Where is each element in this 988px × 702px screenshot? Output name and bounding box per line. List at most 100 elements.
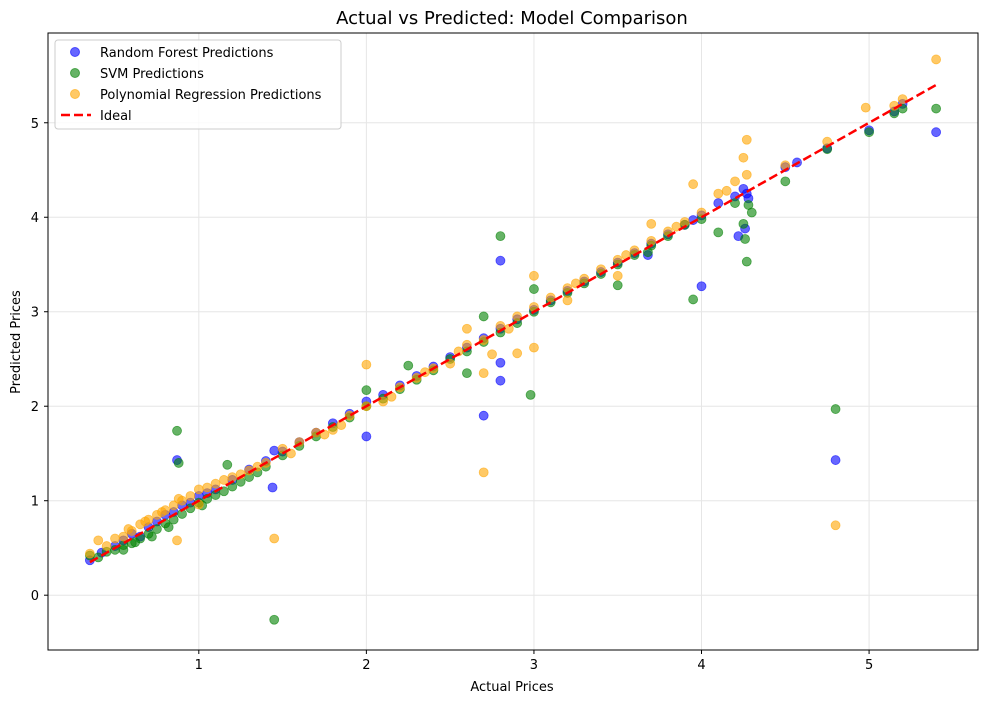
data-point <box>478 410 489 421</box>
y-tick-label: 1 <box>31 495 39 510</box>
data-point <box>721 185 732 196</box>
chart-title: Actual vs Predicted: Model Comparison <box>336 8 688 29</box>
data-point <box>403 360 414 371</box>
x-tick-label: 1 <box>195 658 203 673</box>
data-point <box>495 231 506 242</box>
data-point <box>118 544 129 555</box>
data-point <box>579 273 590 284</box>
data-point <box>118 531 129 542</box>
plot-background <box>48 33 978 650</box>
data-point <box>168 500 179 511</box>
data-point <box>830 455 841 465</box>
data-point <box>93 535 104 546</box>
data-point <box>730 198 740 208</box>
data-point <box>931 54 942 65</box>
data-point <box>646 235 657 246</box>
data-point <box>172 425 182 436</box>
legend-label: Ideal <box>100 109 132 124</box>
data-point <box>172 535 182 546</box>
data-point <box>713 227 724 238</box>
data-point <box>361 385 372 396</box>
x-tick-label: 5 <box>865 658 873 673</box>
data-point <box>140 516 151 527</box>
legend-label: SVM Predictions <box>100 67 204 82</box>
data-point <box>157 507 167 517</box>
data-point <box>361 359 372 370</box>
data-point <box>746 207 757 218</box>
x-tick-label: 2 <box>362 658 370 673</box>
data-point <box>525 389 536 400</box>
data-point <box>562 295 573 306</box>
data-point <box>336 420 347 431</box>
data-point <box>545 292 556 303</box>
data-point <box>495 375 506 386</box>
data-point <box>730 176 740 187</box>
x-tick-label: 4 <box>697 658 705 673</box>
data-point <box>173 493 184 504</box>
data-point <box>210 478 221 489</box>
data-point <box>529 342 539 353</box>
data-point <box>860 102 871 113</box>
data-point <box>101 541 112 551</box>
legend: Random Forest Predictions SVM Predictions… <box>54 39 342 130</box>
data-point <box>453 346 464 357</box>
data-point <box>738 152 749 163</box>
y-tick-label: 2 <box>31 400 39 415</box>
legend-label: Polynomial Regression Predictions <box>100 88 322 103</box>
data-point <box>738 183 749 194</box>
data-point <box>741 134 752 145</box>
legend-marker <box>70 68 80 78</box>
data-point <box>688 179 699 190</box>
y-tick-label: 4 <box>31 211 39 226</box>
data-point <box>741 256 752 267</box>
data-point <box>163 522 174 533</box>
data-point <box>361 431 372 442</box>
data-point <box>269 614 280 625</box>
data-point <box>84 548 95 559</box>
data-point <box>495 255 506 266</box>
x-axis-label: Actual Prices <box>470 680 554 695</box>
x-tick-label: 3 <box>530 658 538 673</box>
data-point <box>202 482 213 493</box>
data-point <box>512 311 523 322</box>
data-point <box>864 127 874 138</box>
data-point <box>612 280 623 291</box>
data-point <box>679 217 690 227</box>
data-point <box>193 484 204 495</box>
data-point <box>487 349 497 360</box>
legend-marker <box>70 47 80 57</box>
data-point <box>612 270 623 281</box>
legend-label: Random Forest Predictions <box>100 46 274 61</box>
data-point <box>529 284 539 294</box>
data-point <box>110 533 120 544</box>
data-point <box>646 218 657 229</box>
y-axis-label: Predicted Prices <box>9 290 24 394</box>
ideal-line <box>89 83 937 564</box>
data-point <box>740 234 750 244</box>
data-point <box>130 537 141 548</box>
y-tick-label: 0 <box>31 589 39 604</box>
data-point <box>269 445 280 456</box>
plot-frame <box>47 32 979 651</box>
data-point <box>696 281 707 292</box>
data-point <box>713 198 724 208</box>
data-point <box>529 270 539 281</box>
data-point <box>931 127 942 138</box>
legend-marker <box>70 89 80 99</box>
data-point <box>713 188 724 199</box>
data-point <box>478 311 489 322</box>
data-point <box>185 491 196 501</box>
data-point <box>462 368 472 379</box>
data-point <box>931 103 942 114</box>
data-point <box>741 169 752 180</box>
data-point <box>688 294 699 305</box>
y-tick-label: 3 <box>31 306 39 321</box>
data-point <box>495 357 506 368</box>
data-point <box>612 254 623 265</box>
data-point <box>478 467 489 478</box>
data-point <box>478 368 489 379</box>
data-point <box>269 533 280 544</box>
data-point <box>738 218 749 229</box>
data-point <box>222 459 233 470</box>
